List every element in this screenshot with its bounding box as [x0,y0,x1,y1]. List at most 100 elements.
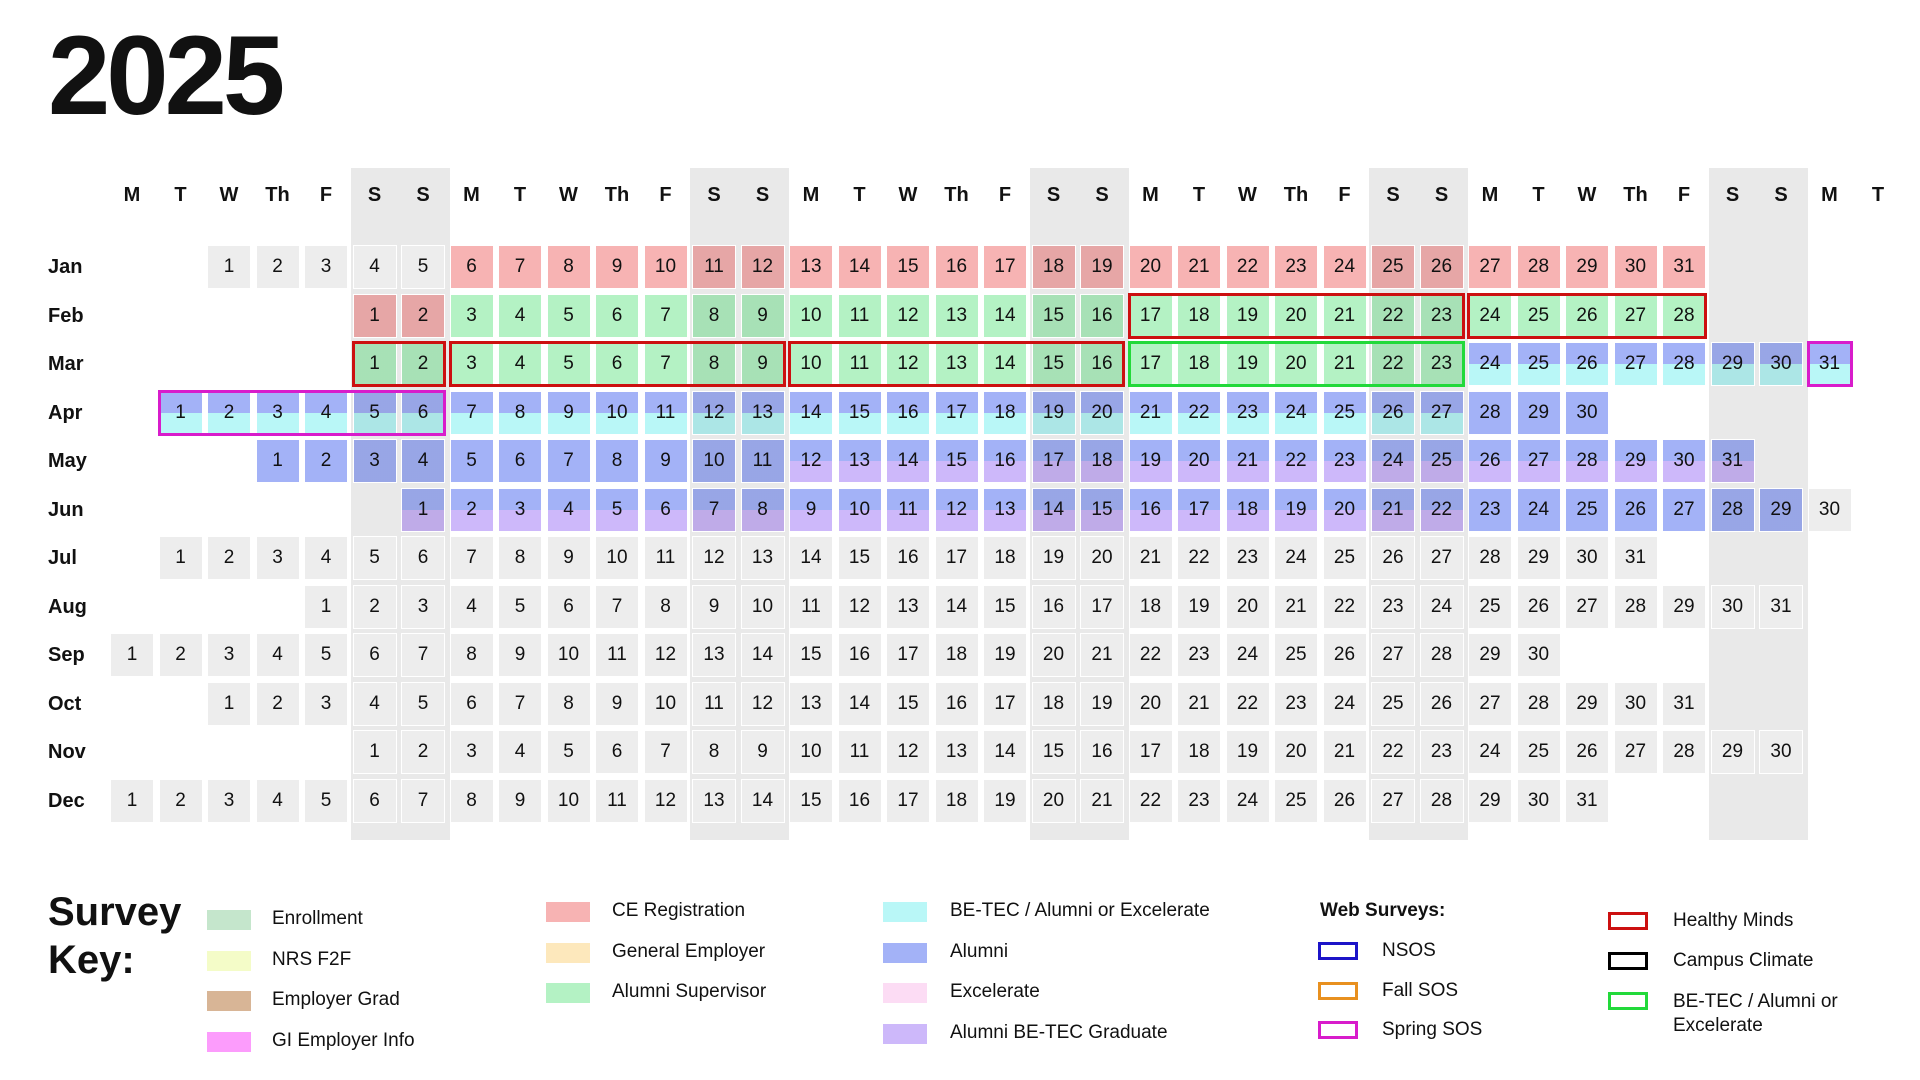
day-cell[interactable]: 10 [546,633,591,677]
day-cell[interactable]: 13 [692,633,736,677]
day-cell[interactable]: 27 [1613,293,1658,338]
day-cell[interactable]: 19 [1225,342,1270,386]
day-cell[interactable]: 7 [449,536,494,580]
day-cell[interactable]: 7 [401,633,445,677]
day-cell[interactable]: 12 [692,536,736,580]
day-cell[interactable]: 31 [1662,245,1706,289]
day-cell[interactable]: 21 [1177,681,1221,726]
day-cell[interactable]: 14 [837,681,882,726]
day-cell[interactable]: 13 [837,439,882,483]
day-cell[interactable]: 5 [595,487,639,532]
day-cell[interactable]: 1 [304,584,348,629]
day-cell[interactable]: 22 [1371,342,1415,386]
day-cell[interactable]: 22 [1419,487,1464,532]
day-cell[interactable]: 1 [158,390,203,435]
day-cell[interactable]: 9 [643,439,688,483]
day-cell[interactable]: 30 [1710,584,1755,629]
day-cell[interactable]: 2 [449,487,494,532]
day-cell[interactable]: 10 [789,730,833,774]
day-cell[interactable]: 29 [1565,681,1609,726]
day-cell[interactable]: 4 [498,293,542,338]
day-cell[interactable]: 4 [304,536,348,580]
day-cell[interactable]: 5 [304,778,348,823]
day-cell[interactable]: 16 [983,439,1027,483]
day-cell[interactable]: 13 [886,584,930,629]
day-cell[interactable]: 11 [643,390,688,435]
day-cell[interactable]: 23 [1274,245,1318,289]
day-cell[interactable]: 18 [1177,342,1221,386]
day-cell[interactable]: 2 [352,584,397,629]
day-cell[interactable]: 22 [1128,778,1173,823]
day-cell[interactable]: 14 [983,730,1027,774]
day-cell[interactable]: 21 [1322,730,1367,774]
day-cell[interactable]: 28 [1565,439,1609,483]
day-cell[interactable]: 10 [595,390,639,435]
day-cell[interactable]: 8 [449,778,494,823]
day-cell[interactable]: 19 [983,778,1027,823]
day-cell[interactable]: 28 [1516,681,1561,726]
day-cell[interactable]: 15 [837,390,882,435]
day-cell[interactable]: 27 [1613,342,1658,386]
day-cell[interactable]: 5 [546,730,591,774]
day-cell[interactable]: 10 [595,536,639,580]
day-cell[interactable]: 9 [546,536,591,580]
day-cell[interactable]: 15 [789,778,833,823]
day-cell[interactable]: 23 [1225,536,1270,580]
day-cell[interactable]: 20 [1225,584,1270,629]
day-cell[interactable]: 12 [643,633,688,677]
day-cell[interactable]: 4 [449,584,494,629]
day-cell[interactable]: 20 [1322,487,1367,532]
day-cell[interactable]: 5 [498,584,542,629]
day-cell[interactable]: 23 [1371,584,1415,629]
day-cell[interactable]: 26 [1419,681,1464,726]
day-cell[interactable]: 8 [546,245,591,289]
day-cell[interactable]: 17 [886,778,930,823]
day-cell[interactable]: 14 [789,390,833,435]
day-cell[interactable]: 12 [692,390,736,435]
day-cell[interactable]: 22 [1225,681,1270,726]
day-cell[interactable]: 26 [1371,390,1415,435]
day-cell[interactable]: 25 [1516,293,1561,338]
day-cell[interactable]: 5 [352,390,397,435]
day-cell[interactable]: 16 [886,536,930,580]
day-cell[interactable]: 22 [1177,536,1221,580]
day-cell[interactable]: 24 [1468,730,1512,774]
day-cell[interactable]: 19 [1080,681,1124,726]
day-cell[interactable]: 4 [255,778,300,823]
day-cell[interactable]: 10 [692,439,736,483]
day-cell[interactable]: 15 [1031,730,1076,774]
day-cell[interactable]: 16 [934,681,979,726]
day-cell[interactable]: 30 [1516,778,1561,823]
day-cell[interactable]: 3 [304,245,348,289]
day-cell[interactable]: 20 [1031,778,1076,823]
day-cell[interactable]: 3 [352,439,397,483]
day-cell[interactable]: 28 [1710,487,1755,532]
day-cell[interactable]: 21 [1371,487,1415,532]
day-cell[interactable]: 23 [1468,487,1512,532]
day-cell[interactable]: 23 [1225,390,1270,435]
day-cell[interactable]: 6 [595,342,639,386]
day-cell[interactable]: 7 [595,584,639,629]
day-cell[interactable]: 22 [1371,293,1415,338]
day-cell[interactable]: 21 [1080,778,1124,823]
day-cell[interactable]: 16 [1128,487,1173,532]
day-cell[interactable]: 8 [740,487,785,532]
day-cell[interactable]: 6 [643,487,688,532]
day-cell[interactable]: 6 [352,633,397,677]
day-cell[interactable]: 10 [740,584,785,629]
day-cell[interactable]: 18 [1177,730,1221,774]
day-cell[interactable]: 4 [498,342,542,386]
day-cell[interactable]: 3 [207,778,251,823]
day-cell[interactable]: 11 [692,681,736,726]
day-cell[interactable]: 9 [498,633,542,677]
day-cell[interactable]: 12 [886,293,930,338]
day-cell[interactable]: 2 [401,730,445,774]
day-cell[interactable]: 11 [837,730,882,774]
day-cell[interactable]: 8 [595,439,639,483]
day-cell[interactable]: 25 [1419,439,1464,483]
day-cell[interactable]: 13 [740,390,785,435]
day-cell[interactable]: 20 [1274,293,1318,338]
day-cell[interactable]: 21 [1080,633,1124,677]
day-cell[interactable]: 14 [740,633,785,677]
day-cell[interactable]: 25 [1371,245,1415,289]
